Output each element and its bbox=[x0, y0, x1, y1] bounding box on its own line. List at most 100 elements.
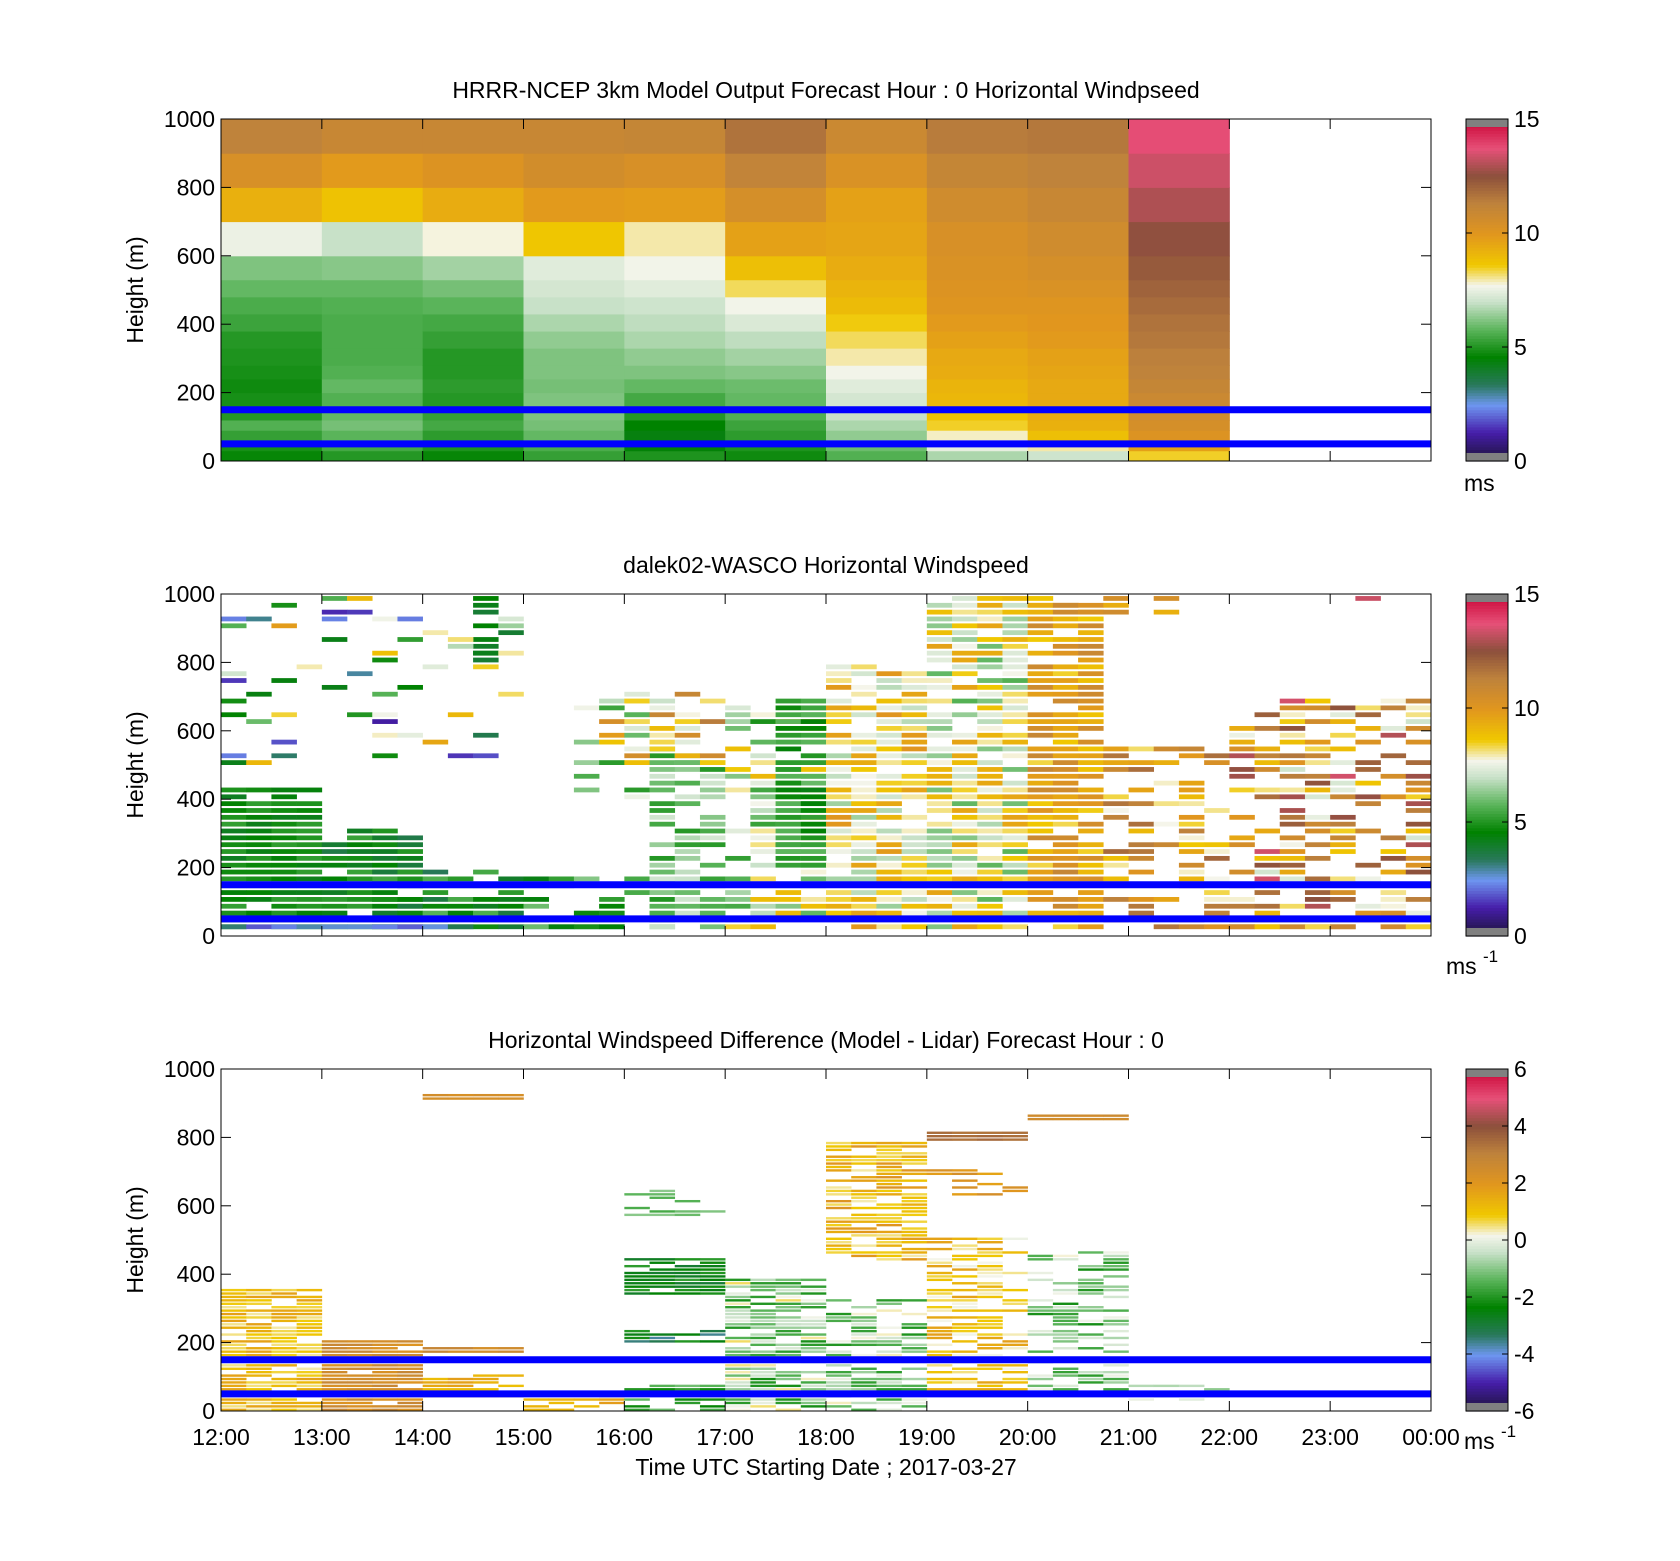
heatmap-cell bbox=[750, 862, 776, 868]
colorbar-segment bbox=[1466, 836, 1508, 840]
heatmap-cell bbox=[221, 1292, 247, 1295]
heatmap-cell bbox=[952, 664, 978, 670]
colorbar-segment bbox=[1466, 264, 1508, 268]
heatmap-cell bbox=[826, 835, 852, 841]
heatmap-cell bbox=[624, 746, 650, 752]
heatmap-cell bbox=[1052, 1114, 1079, 1117]
heatmap-cell bbox=[800, 760, 827, 765]
heatmap-cell bbox=[1027, 1117, 1054, 1121]
heatmap-cell bbox=[699, 1278, 726, 1282]
heatmap-cell bbox=[1229, 753, 1255, 759]
colorbar-segment bbox=[1466, 384, 1508, 388]
heatmap-cell bbox=[1027, 255, 1129, 281]
heatmap-cell bbox=[221, 1401, 247, 1405]
heatmap-cell bbox=[674, 849, 701, 854]
heatmap-cell bbox=[1229, 732, 1255, 738]
heatmap-cell bbox=[826, 910, 852, 916]
heatmap-cell bbox=[1178, 835, 1205, 841]
heatmap-cell bbox=[1078, 787, 1104, 793]
colorbar-segment bbox=[1466, 329, 1508, 334]
heatmap-cell bbox=[952, 616, 978, 622]
heatmap-cell bbox=[1027, 331, 1129, 349]
heatmap-cell bbox=[1103, 1319, 1129, 1323]
heatmap-cell bbox=[221, 1316, 247, 1319]
colorbar-segment bbox=[1466, 1391, 1508, 1395]
heatmap-cell bbox=[926, 602, 953, 608]
heatmap-cell bbox=[1128, 392, 1230, 407]
heatmap-cell bbox=[296, 1367, 323, 1370]
colorbar-segment bbox=[1466, 733, 1508, 738]
heatmap-cell bbox=[498, 903, 524, 909]
heatmap-cell bbox=[699, 1384, 726, 1388]
heatmap-cell bbox=[699, 1398, 726, 1401]
heatmap-cell bbox=[977, 876, 1003, 882]
heatmap-cell bbox=[1052, 760, 1079, 765]
heatmap-cell bbox=[952, 671, 978, 677]
heatmap-cell bbox=[246, 1326, 272, 1329]
heatmap-cell bbox=[1027, 153, 1129, 188]
heatmap-cell bbox=[599, 719, 625, 724]
heatmap-cell bbox=[926, 732, 953, 738]
heatmap-cell bbox=[1178, 862, 1205, 868]
heatmap-cell bbox=[800, 1377, 827, 1381]
colorbar-segment bbox=[1466, 1242, 1508, 1247]
heatmap-cell bbox=[1405, 726, 1432, 731]
heatmap-cell bbox=[1103, 855, 1129, 861]
heatmap-cell bbox=[1103, 1309, 1129, 1312]
heatmap-cell bbox=[649, 801, 676, 807]
heatmap-cell bbox=[851, 691, 877, 697]
heatmap-cell bbox=[750, 1384, 776, 1388]
heatmap-cell bbox=[851, 767, 877, 772]
heatmap-cell bbox=[901, 1145, 928, 1148]
heatmap-cell bbox=[851, 684, 877, 690]
heatmap-cell bbox=[876, 684, 902, 690]
heatmap-cell bbox=[1078, 862, 1104, 868]
colorbar-segment bbox=[1466, 247, 1508, 251]
colorbar-segment bbox=[1466, 705, 1508, 709]
colorbar-frame bbox=[1465, 593, 1509, 937]
heatmap-cell bbox=[624, 1285, 650, 1288]
heatmap-cell bbox=[221, 348, 323, 366]
heatmap-cell bbox=[573, 760, 600, 765]
heatmap-cell bbox=[624, 691, 650, 697]
heatmap-cell bbox=[1128, 153, 1230, 188]
heatmap-cell bbox=[775, 1306, 802, 1309]
heatmap-cell bbox=[1052, 664, 1079, 670]
heatmap-cell bbox=[725, 119, 827, 154]
heatmap-cell bbox=[296, 1388, 323, 1391]
heatmap-cell bbox=[1103, 1374, 1129, 1377]
heatmap-cell bbox=[800, 1347, 827, 1350]
heatmap-cell bbox=[1002, 835, 1028, 841]
heatmap-cell bbox=[1002, 1138, 1028, 1141]
colorbar-segment bbox=[1466, 235, 1508, 240]
colorbar-segment bbox=[1466, 315, 1508, 320]
colorbar-segment bbox=[1466, 670, 1508, 675]
heatmap-cell bbox=[826, 1299, 852, 1302]
heatmap-cell bbox=[901, 1367, 928, 1370]
y-tick-label: 1000 bbox=[164, 581, 215, 607]
heatmap-cell bbox=[977, 1295, 1003, 1299]
heatmap-cell bbox=[952, 1186, 978, 1189]
heatmap-cell bbox=[1304, 753, 1331, 759]
heatmap-cell bbox=[977, 1381, 1003, 1384]
heatmap-cell bbox=[926, 1381, 953, 1384]
heatmap-cell bbox=[1355, 801, 1381, 807]
heatmap-cell bbox=[876, 1384, 902, 1388]
heatmap-cell bbox=[1052, 801, 1079, 807]
colorbar-segment bbox=[1466, 187, 1508, 191]
heatmap-cell bbox=[926, 1131, 953, 1134]
heatmap-cell bbox=[901, 746, 928, 752]
colorbar-segment bbox=[1466, 702, 1508, 706]
heatmap-cell bbox=[271, 828, 297, 834]
heatmap-cell bbox=[271, 1336, 297, 1340]
heatmap-cell bbox=[1128, 279, 1230, 298]
heatmap-cell bbox=[826, 1312, 852, 1316]
heatmap-cell bbox=[1052, 897, 1079, 902]
colorbar-segment bbox=[1466, 406, 1508, 411]
heatmap-cell bbox=[1103, 794, 1129, 800]
heatmap-cell bbox=[725, 1302, 751, 1305]
colorbar-segment bbox=[1466, 867, 1508, 872]
heatmap-cell bbox=[1405, 773, 1432, 779]
heatmap-cell bbox=[977, 869, 1003, 875]
colorbar-tick-label: -4 bbox=[1514, 1341, 1535, 1367]
